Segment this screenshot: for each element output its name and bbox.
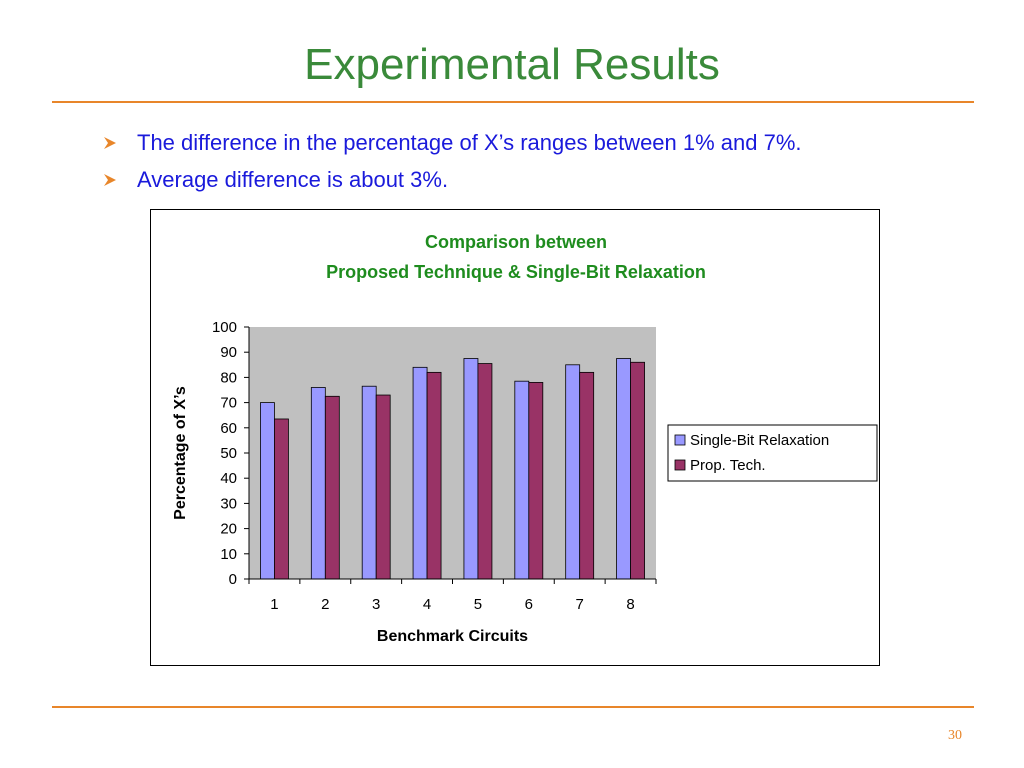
legend-swatch (674, 459, 686, 471)
plot-area (249, 327, 656, 579)
x-tick-label: 2 (321, 596, 329, 613)
x-tick-label: 8 (626, 596, 634, 613)
bar-single-bit-relaxation (514, 380, 530, 580)
legend-label: Prop. Tech. (690, 457, 766, 474)
bar-prop-tech (579, 371, 595, 580)
arrowhead-bullet-icon (104, 137, 116, 149)
y-tick-label: 10 (220, 546, 237, 563)
y-tick-label: 60 (220, 420, 237, 437)
bar-single-bit-relaxation (565, 364, 581, 580)
y-axis-ticks: 0 10 20 30 40 50 60 70 80 90 100 (212, 319, 249, 588)
bar-single-bit-relaxation (260, 402, 275, 580)
bar-prop-tech (426, 371, 442, 580)
x-tick-label: 4 (423, 596, 431, 613)
y-tick-label: 30 (220, 495, 237, 512)
x-tick-label: 1 (270, 596, 278, 613)
x-axis-label: Benchmark Circuits (377, 628, 528, 645)
arrowhead-bullet-icon (104, 174, 116, 186)
y-tick-label: 50 (220, 445, 237, 462)
bar-single-bit-relaxation (616, 358, 631, 580)
x-tick-label: 6 (525, 596, 533, 613)
y-tick-label: 0 (229, 571, 237, 588)
x-axis-ticks: 1 2 3 4 5 6 7 8 (248, 579, 657, 613)
y-tick-label: 80 (220, 369, 237, 386)
title-divider (52, 101, 974, 103)
bar-prop-tech (630, 361, 645, 580)
y-tick-label: 90 (220, 344, 237, 361)
bar-single-bit-relaxation (361, 385, 377, 580)
bar-single-bit-relaxation (463, 358, 479, 580)
bar-prop-tech (477, 363, 493, 580)
bullet-item: The difference in the percentage of X’s … (103, 124, 802, 161)
chart-title-line-2: Proposed Technique & Single-Bit Relaxati… (326, 262, 706, 282)
legend-box (667, 424, 878, 482)
page-number: 30 (948, 728, 962, 743)
y-tick-label: 70 (220, 395, 237, 412)
bar-prop-tech (528, 382, 544, 580)
chart-title-line-1: Comparison between (425, 232, 607, 252)
y-axis-label: Percentage of X’s (172, 386, 189, 520)
bullet-text: Average difference is about 3%. (137, 167, 449, 192)
slide-title: Experimental Results (304, 40, 720, 89)
x-tick-label: 7 (576, 596, 584, 613)
bullet-item: Average difference is about 3%. (103, 161, 802, 198)
bullet-list: The difference in the percentage of X’s … (103, 124, 802, 198)
y-tick-label: 20 (220, 521, 237, 538)
bar-single-bit-relaxation (412, 366, 428, 580)
x-tick-label: 3 (372, 596, 380, 613)
chart-legend: Single-Bit Relaxation Prop. Tech. (667, 424, 878, 482)
legend-swatch (674, 434, 686, 446)
legend-label: Single-Bit Relaxation (690, 432, 829, 449)
bar-chart: Comparison between Proposed Technique & … (172, 232, 878, 645)
x-tick-label: 5 (474, 596, 482, 613)
bullet-text: The difference in the percentage of X’s … (137, 130, 802, 155)
y-tick-label: 40 (220, 470, 237, 487)
bar-prop-tech (324, 395, 340, 580)
bar-prop-tech (375, 394, 391, 580)
bar-single-bit-relaxation (310, 387, 326, 580)
y-tick-label: 100 (212, 319, 237, 336)
bar-prop-tech (274, 418, 289, 580)
chart-frame: Comparison between Proposed Technique & … (150, 209, 880, 666)
footer-divider (52, 706, 974, 708)
bar-group (260, 358, 645, 580)
